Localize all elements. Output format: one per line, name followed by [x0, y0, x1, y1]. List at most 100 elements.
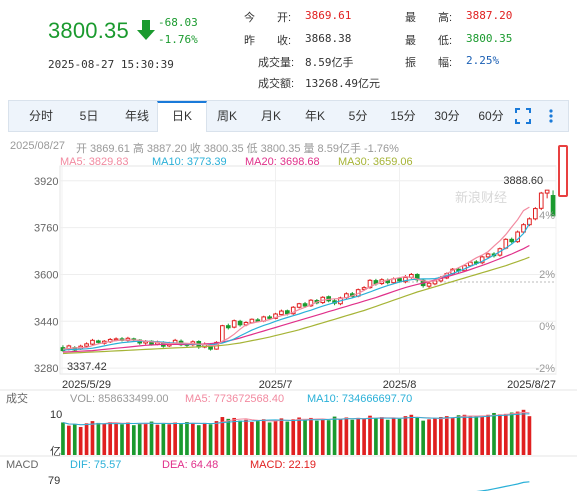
candle-up [485, 253, 491, 258]
volume-bar [456, 415, 461, 455]
more-icon[interactable] [543, 108, 559, 124]
x-tick-label: 2025/8/27 [507, 379, 556, 391]
volume-bar [403, 416, 408, 455]
candle-up [426, 282, 432, 287]
x-tick-label: 2025/5/29 [62, 379, 111, 391]
tab-30min[interactable]: 30分 [434, 109, 460, 123]
tab-5min[interactable]: 5分 [348, 109, 368, 123]
tab-yearly-k[interactable]: 年K [304, 109, 325, 123]
volume-bar [84, 423, 89, 455]
ma5-legend: MA5: 3829.83 [60, 156, 129, 168]
tab-timeshare[interactable]: 分时 [28, 109, 53, 123]
candle-up [296, 303, 302, 308]
volume-unit: 亿 [50, 445, 61, 458]
volume-bar [285, 421, 290, 455]
tab-year-line[interactable]: 年线 [124, 109, 149, 123]
volume-bar [462, 414, 467, 455]
volume-bar [185, 422, 189, 455]
candle-up [544, 189, 550, 194]
macd-dif-legend: DIF: 75.57 [70, 459, 121, 471]
low-label: 最 低: [405, 35, 453, 47]
max-price-label: 3888.60 [503, 175, 543, 187]
ma30-legend: MA30: 3659.06 [338, 156, 413, 168]
candle-down [225, 325, 231, 329]
volume-bar [126, 422, 130, 455]
volume-bar [439, 417, 443, 455]
volume-bar [291, 419, 296, 455]
volume-bar [315, 420, 319, 455]
volume-bar [415, 417, 420, 455]
candle-down [550, 195, 556, 217]
volume-bar [202, 422, 207, 455]
volume-bar [255, 421, 260, 455]
info-date: 2025/08/27 [10, 140, 66, 152]
volume-ma-line [62, 413, 530, 426]
volume-bar [131, 425, 136, 455]
volume-vol-legend: VOL: 858633499.00 [70, 393, 168, 405]
volume-bar [196, 425, 201, 455]
chart-scrollbar[interactable] [558, 145, 568, 197]
axis-labels: 3280 3440 3600 3760 3920 4% 2% 0% -2% 2025/5/29 20… [34, 175, 556, 391]
macd-dif-line [476, 481, 530, 491]
volume-bar [391, 417, 396, 455]
candle-up [308, 299, 314, 307]
volume-bar [173, 422, 177, 455]
candle-down [267, 316, 272, 319]
candle-up [231, 320, 237, 328]
tab-15min[interactable]: 15分 [390, 109, 416, 123]
volume-bar [320, 418, 325, 455]
prev-close-label: 昨 收: [244, 35, 292, 47]
candle-up [361, 287, 367, 290]
low-value: 3800.35 [466, 32, 513, 45]
candle-up [538, 192, 544, 209]
volume-bar [450, 417, 455, 455]
candle-up [533, 208, 538, 220]
candle-down [302, 303, 308, 307]
tab-daily-k[interactable]: 日K [157, 101, 207, 132]
last-price: 3800.35 [48, 18, 129, 43]
volume-bar [90, 421, 95, 455]
pct-tick-label: 4% [539, 210, 555, 222]
volume-bar [261, 419, 266, 455]
candle-up [521, 224, 526, 233]
volume-bar [220, 417, 225, 455]
prev-close-value: 3868.38 [305, 32, 352, 45]
volume-bar [61, 422, 65, 455]
candle-down [397, 278, 402, 282]
candle-down [237, 320, 243, 326]
y-tick-label: 3280 [34, 363, 58, 375]
volume-bar [161, 423, 166, 455]
tab-5day[interactable]: 5日 [79, 109, 99, 123]
volume-bar [149, 421, 154, 455]
tab-60min[interactable]: 60分 [478, 109, 504, 123]
candle-down [255, 319, 261, 322]
high-label: 最 高: [405, 12, 453, 24]
y-tick-label: 3760 [34, 223, 58, 235]
candle-down [509, 238, 515, 243]
tab-weekly-k[interactable]: 周K [216, 109, 237, 123]
price-change: -68.03 [158, 16, 198, 29]
volume-bar [509, 412, 514, 455]
ma10-legend: MA10: 3773.39 [152, 156, 227, 168]
volume-bar [120, 424, 124, 455]
watermark-text: 新浪财经 [455, 190, 507, 206]
fullscreen-icon[interactable] [515, 108, 531, 124]
volume-bar [279, 418, 284, 455]
ma10-line [62, 223, 530, 351]
pct-tick-label: -2% [535, 363, 555, 375]
min-price-label: 3337.42 [67, 361, 107, 373]
watermark: 新浪财经 [455, 190, 507, 206]
tab-monthly-k[interactable]: 月K [260, 109, 281, 123]
volume-ma10-legend: MA10: 734666697.70 [307, 393, 412, 405]
volume-bar [350, 419, 355, 455]
volume-bar [338, 419, 343, 455]
volume-bar [356, 417, 361, 455]
volume-bar [114, 423, 118, 455]
volume-bar [368, 415, 372, 455]
volume-bar [208, 424, 213, 455]
kline-chart: 新浪财经 3280 3440 3600 3760 3920 4% 2% 0% -2% 2025/5… [0, 165, 577, 491]
volume-panel: 成交 VOL: 858633499.00 MA5: 773672568.40 MA10… [0, 389, 577, 458]
info-ohlc: 开 3869.61 高 3887.20 收 3800.35 低 3800.35 … [76, 143, 399, 155]
volume-bar [102, 423, 107, 455]
volume-bar [191, 423, 195, 455]
